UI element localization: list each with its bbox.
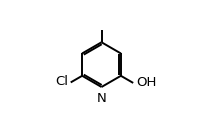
Text: N: N <box>97 92 106 105</box>
Text: OH: OH <box>136 76 157 89</box>
Text: Cl: Cl <box>55 75 68 88</box>
